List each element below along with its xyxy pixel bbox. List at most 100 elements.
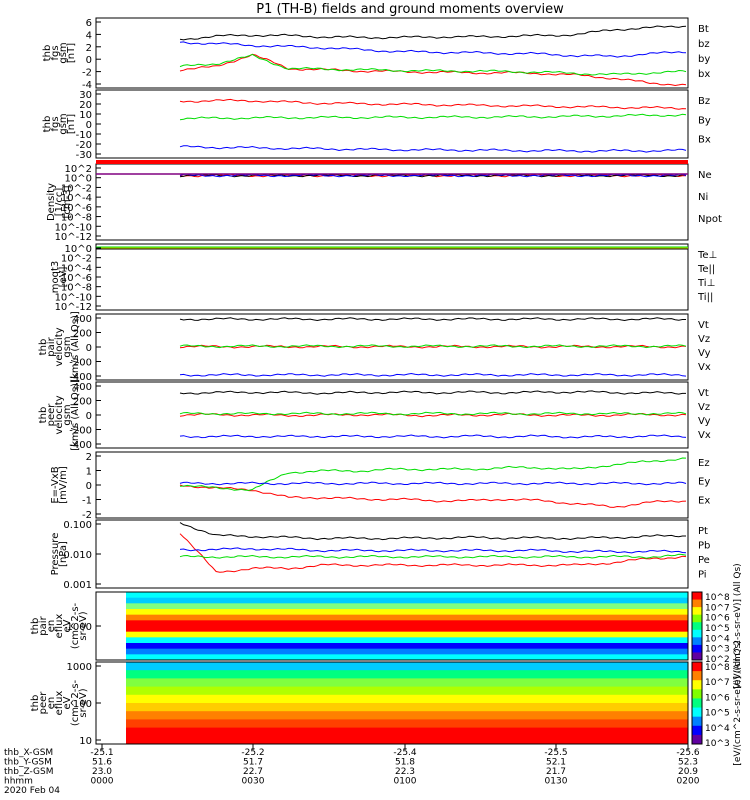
colorbar-tick-label: 10^6 xyxy=(705,614,730,624)
colorbar-segment xyxy=(692,671,702,681)
y-axis-label: velocity xyxy=(54,395,65,434)
legend-entry-Ti⊥: Ti⊥ xyxy=(697,278,715,289)
colorbar-segment xyxy=(692,734,702,745)
panel-frame xyxy=(95,17,689,89)
colorbar-segment xyxy=(692,707,702,718)
plot-title: P1 (TH-B) fields and ground moments over… xyxy=(256,2,564,17)
series-line-bz xyxy=(179,53,687,87)
y-axis-label: thb xyxy=(30,618,41,635)
heatmap-band xyxy=(126,609,688,616)
heatmap-band xyxy=(126,620,688,627)
y-tick-label: 10 xyxy=(79,736,92,747)
colorbar-segment xyxy=(692,592,702,601)
y-axis-label: fgs xyxy=(50,45,61,60)
legend-entry-Pb: Pb xyxy=(698,541,710,552)
y-tick-label: 0.100 xyxy=(63,520,92,531)
y-tick-label: 10^-4 xyxy=(61,193,92,204)
panel-frame xyxy=(95,243,689,311)
y-axis-label: thb xyxy=(38,339,49,356)
x-row-value: 0000 xyxy=(91,777,114,787)
y-axis-label: [mV/m] xyxy=(58,466,69,504)
colorbar-segment xyxy=(692,698,702,709)
y-axis-label: peer xyxy=(46,403,57,427)
heatmap-band xyxy=(126,631,688,638)
heatmap-band xyxy=(126,735,688,745)
x-row-value: 22.3 xyxy=(395,767,415,777)
colorbar-segment xyxy=(692,637,702,646)
series-line-Vx xyxy=(179,434,687,439)
colorbar-tick-label: 10^7 xyxy=(705,678,730,688)
colorbar-segment xyxy=(692,644,702,653)
y-axis-label: [nT] xyxy=(66,114,77,134)
series-line-Ex xyxy=(179,481,687,486)
legend-entry-Vt: Vt xyxy=(698,320,709,331)
legend-entry-Ni: Ni xyxy=(698,192,708,203)
legend-entry-Te||: Te|| xyxy=(697,264,715,275)
colorbar-segment xyxy=(692,607,702,616)
y-tick-label: -10 xyxy=(76,130,92,141)
heatmap-band xyxy=(126,637,688,644)
y-axis-label: fgs xyxy=(50,116,61,131)
x-row-value: 52.3 xyxy=(678,758,698,768)
panel-frame xyxy=(95,519,689,589)
colorbar-segment xyxy=(692,652,702,661)
legend-entry-Vx: Vx xyxy=(698,430,711,441)
legend-entry-Bz: Bz xyxy=(698,96,710,107)
y-axis-label: pair xyxy=(38,615,49,635)
legend-entry-Te⊥: Te⊥ xyxy=(697,250,717,261)
y-axis-label: thb xyxy=(42,45,53,62)
x-row-label: thb_Y-GSM xyxy=(4,758,52,768)
legend-entry-Ti||: Ti|| xyxy=(697,292,713,303)
colorbar-segment xyxy=(692,614,702,623)
series-line-Ey xyxy=(179,457,687,491)
y-axis-label: moqt3 xyxy=(50,261,61,294)
y-axis-label: Pressure xyxy=(50,533,61,576)
legend-entry-bx: bx xyxy=(698,69,710,80)
series-line-Bx xyxy=(179,145,687,153)
y-axis-label: gsm xyxy=(62,404,73,425)
y-tick-label: 0 xyxy=(86,120,92,131)
colorbar-tick-label: 10^5 xyxy=(705,709,730,719)
series-line-Pi xyxy=(179,547,687,554)
series-line-Npot xyxy=(179,173,687,178)
colorbar-label: [eV/(cm^2-s-sr-eV)] (All Qs) xyxy=(733,563,743,688)
y-tick-label: 10^-12 xyxy=(55,302,92,313)
colorbar-tick-label: 10^6 xyxy=(705,693,730,703)
legend-entry-by: by xyxy=(698,54,710,65)
y-axis-label: eflux xyxy=(54,614,65,639)
x-row-value: 52.1 xyxy=(546,758,566,768)
y-tick-label: -2 xyxy=(82,510,92,521)
y-tick-label: -400 xyxy=(69,372,92,383)
heatmap-band xyxy=(126,592,688,599)
density-bar xyxy=(96,160,688,164)
panels-group: 6420-2-4thbfgsgsm[nT]Btbzbybx3020100-10-… xyxy=(30,17,743,766)
colorbar-tick-label: 10^5 xyxy=(705,624,730,634)
y-axis-label: [cm-3] xyxy=(62,185,73,218)
y-axis-label: gsm xyxy=(62,336,73,357)
colorbar-tick-label: 10^4 xyxy=(705,724,730,734)
heatmap-band xyxy=(126,678,688,688)
y-axis-label: gsm xyxy=(58,113,69,134)
heatmap-band xyxy=(126,711,688,720)
heatmap-band xyxy=(126,694,688,704)
y-tick-label: 0 xyxy=(86,481,92,492)
x-row-value: 0030 xyxy=(242,777,265,787)
x-row-value: -25.2 xyxy=(241,748,264,758)
y-tick-label: 400 xyxy=(73,314,92,325)
y-axis-label: (cm^2-s- xyxy=(70,679,81,726)
y-tick-label: 1 xyxy=(86,467,92,478)
y-tick-label: 10^-10 xyxy=(55,292,92,303)
series-line-By xyxy=(179,113,687,121)
y-tick-label: 10^-8 xyxy=(61,213,92,224)
y-axis-label: (cm^2-s- xyxy=(70,602,81,649)
x-row-value: 0100 xyxy=(394,777,417,787)
y-axis-label: [nPa] xyxy=(58,541,69,567)
x-row-value: 0200 xyxy=(677,777,700,787)
x-row-value: 21.7 xyxy=(546,767,566,777)
colorbar-tick-label: 10^3 xyxy=(705,739,730,749)
y-axis-label: en xyxy=(46,697,57,710)
legend-entry-Pe: Pe xyxy=(698,555,710,566)
